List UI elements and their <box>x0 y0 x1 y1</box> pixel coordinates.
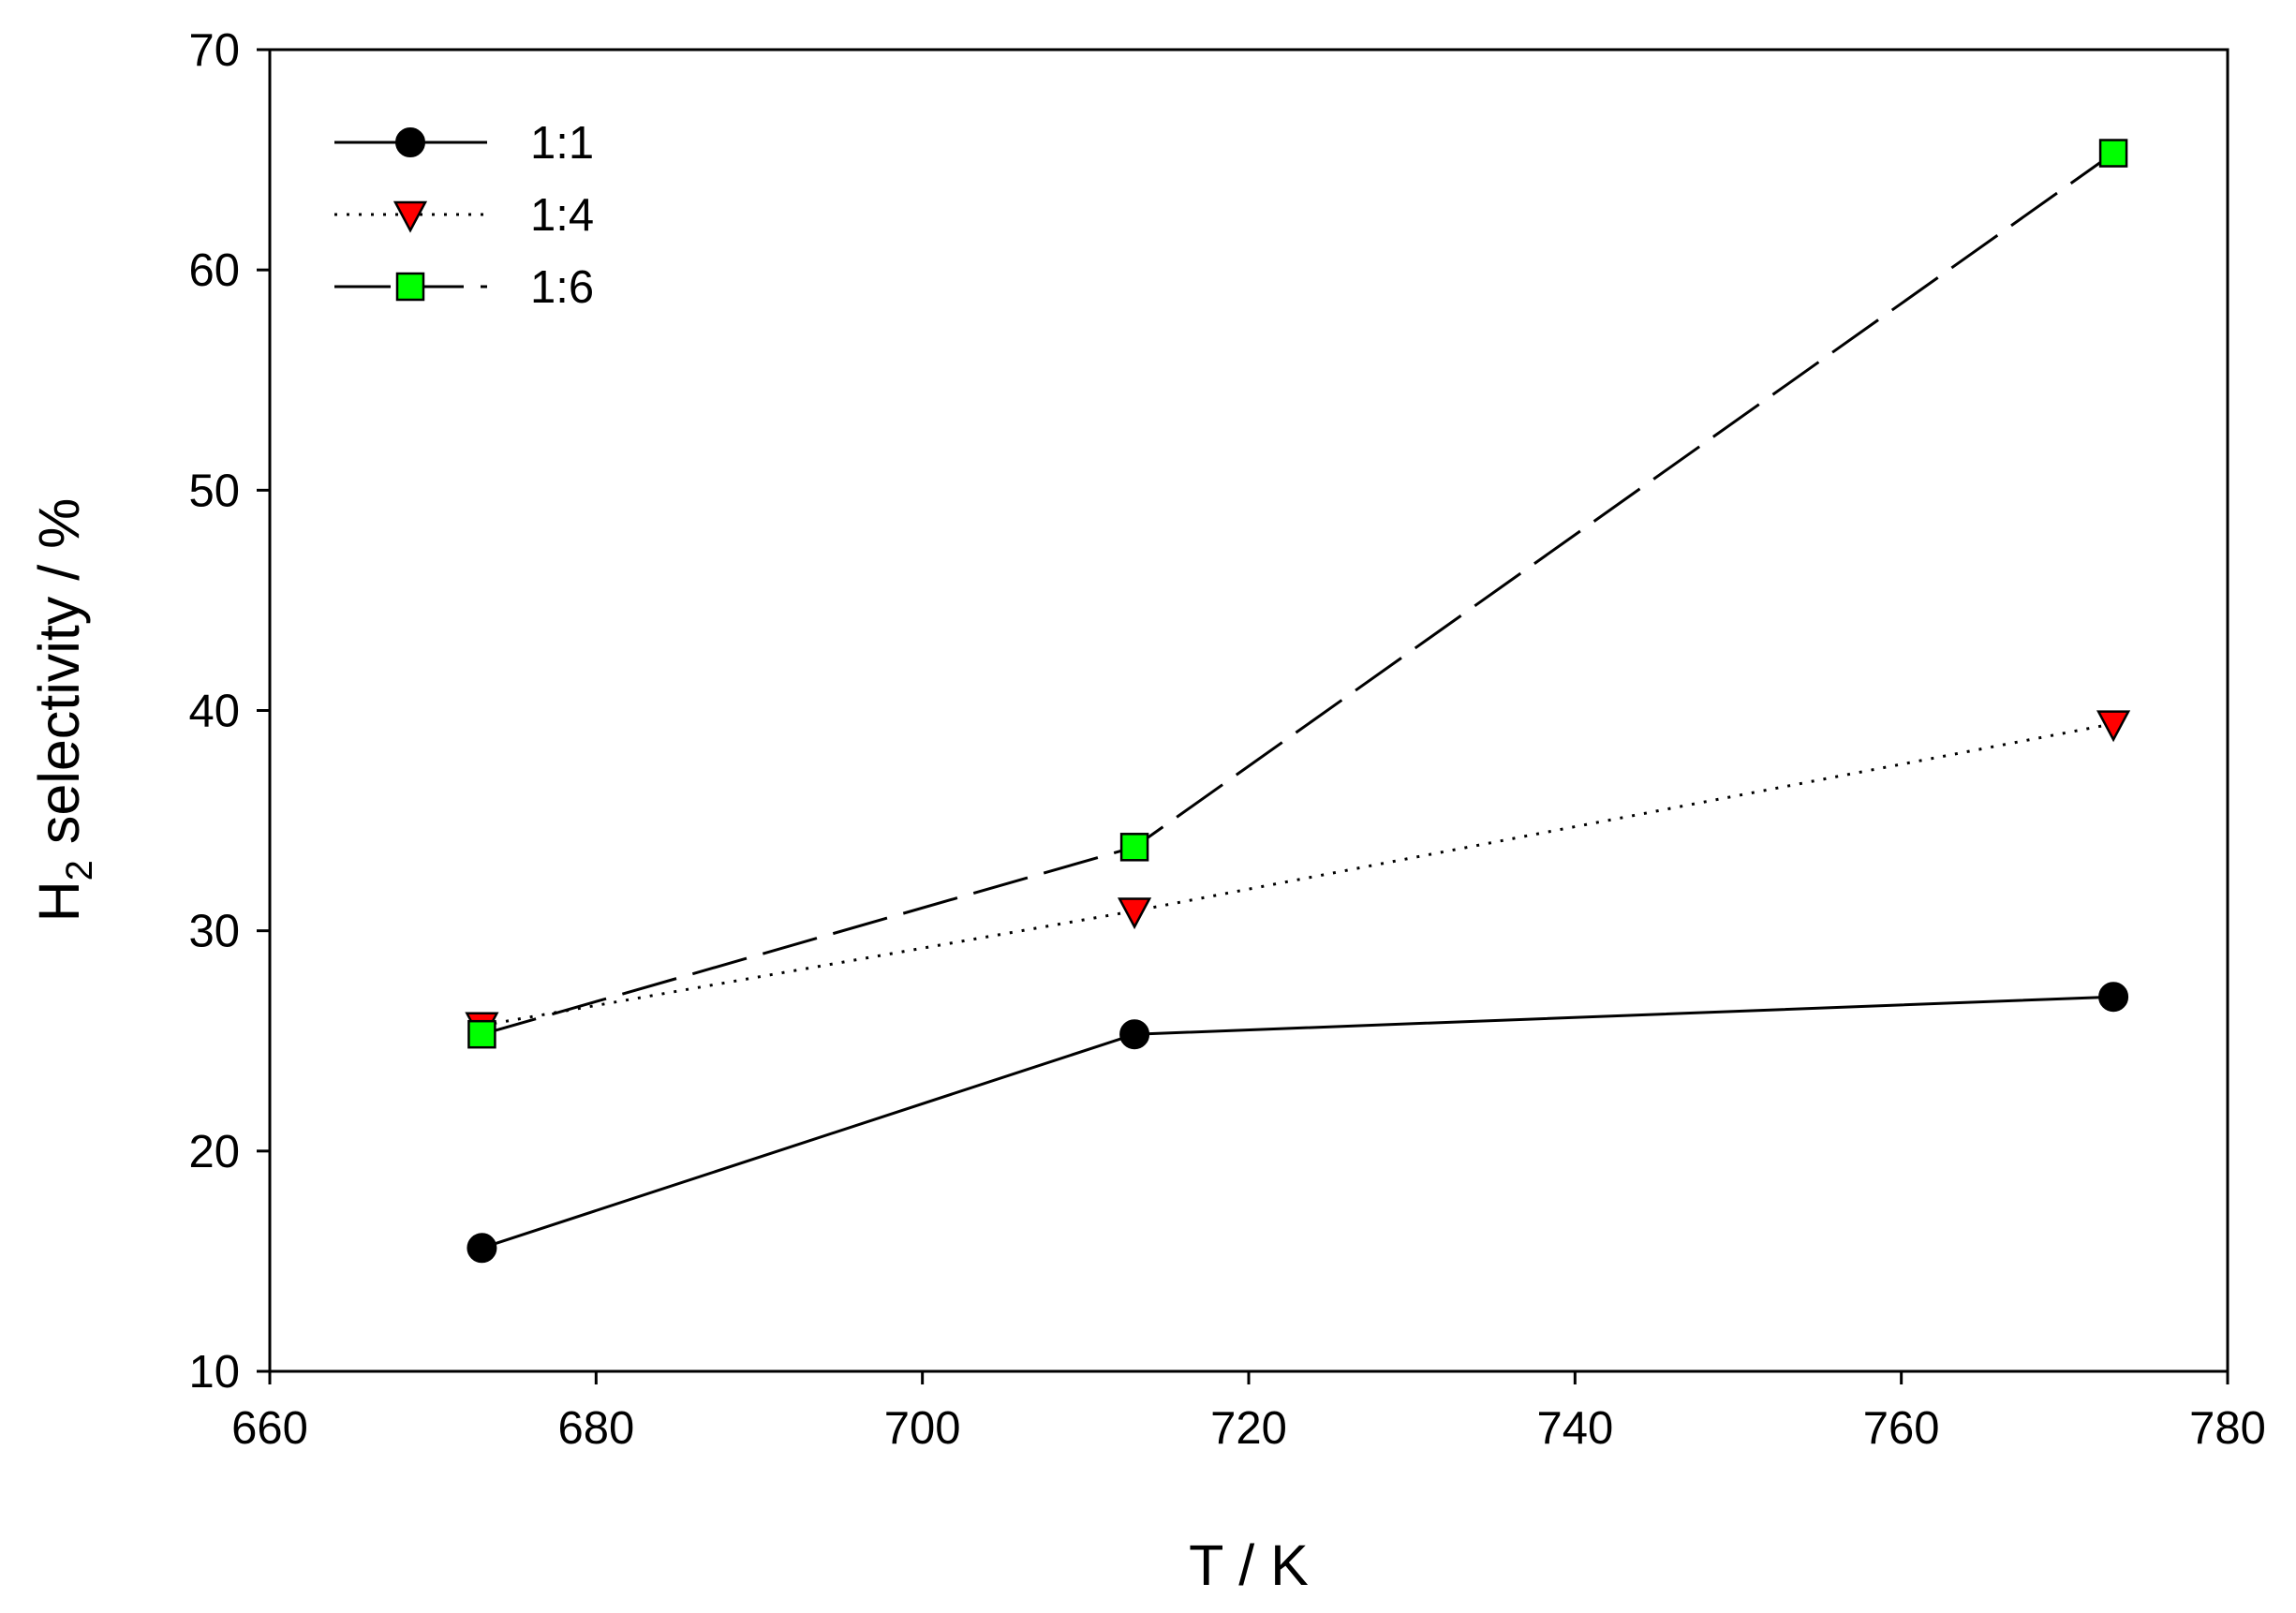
legend-label-2: 1:4 <box>530 190 594 241</box>
series-line-2 <box>481 722 2114 1028</box>
y-axis-title-main: H <box>27 880 91 922</box>
series-layer <box>465 139 2131 1264</box>
x-tick-label-720: 720 <box>1210 1403 1287 1454</box>
legend-marker-3 <box>395 272 425 302</box>
series-line-3 <box>481 152 2114 1036</box>
y-tick-label-70: 70 <box>188 25 240 76</box>
data-point-s2-2 <box>1118 897 1152 930</box>
series-1-6 <box>467 139 2128 1049</box>
data-point-s3-1 <box>467 1019 496 1049</box>
data-point-s1-1 <box>467 1233 497 1264</box>
x-tick-label-760: 760 <box>1863 1403 1940 1454</box>
legend-label-1: 1:1 <box>530 118 594 169</box>
legend: 1:1 1:4 1:6 <box>334 118 594 313</box>
x-tick-label-780: 780 <box>2189 1403 2266 1454</box>
y-axis-title: H2 selectivity / % <box>27 498 100 923</box>
x-tick-label-740: 740 <box>1536 1403 1613 1454</box>
y-tick-label-40: 40 <box>188 687 240 737</box>
y-axis: 10 20 30 40 50 60 70 <box>188 25 270 1398</box>
y-tick-label-30: 30 <box>188 907 240 957</box>
data-point-s1-2 <box>1119 1019 1150 1050</box>
data-point-s1-3 <box>2098 982 2129 1013</box>
y-axis-title-subscript: 2 <box>59 860 100 880</box>
data-point-s2-3 <box>2096 710 2131 743</box>
y-tick-label-60: 60 <box>188 245 240 296</box>
x-tick-label-700: 700 <box>884 1403 961 1454</box>
plot-frame <box>268 48 2229 1373</box>
x-tick-label-680: 680 <box>557 1403 634 1454</box>
data-point-s3-3 <box>2098 139 2128 168</box>
x-axis-title: T / K <box>1189 1533 1309 1597</box>
legend-label-3: 1:6 <box>530 262 594 313</box>
y-tick-label-20: 20 <box>188 1127 240 1177</box>
data-point-s3-2 <box>1119 833 1149 862</box>
y-tick-label-10: 10 <box>188 1347 240 1398</box>
series-1-4 <box>465 710 2131 1044</box>
x-tick-label-660: 660 <box>231 1403 308 1454</box>
y-tick-label-50: 50 <box>188 466 240 516</box>
series-line-1 <box>481 995 2114 1250</box>
series-1-1 <box>467 982 2129 1264</box>
y-axis-title-rest: selectivity / % <box>27 498 91 860</box>
legend-marker-2 <box>393 200 428 233</box>
legend-marker-1 <box>395 127 425 157</box>
x-axis: 660 680 700 720 740 760 780 <box>231 1371 2266 1454</box>
